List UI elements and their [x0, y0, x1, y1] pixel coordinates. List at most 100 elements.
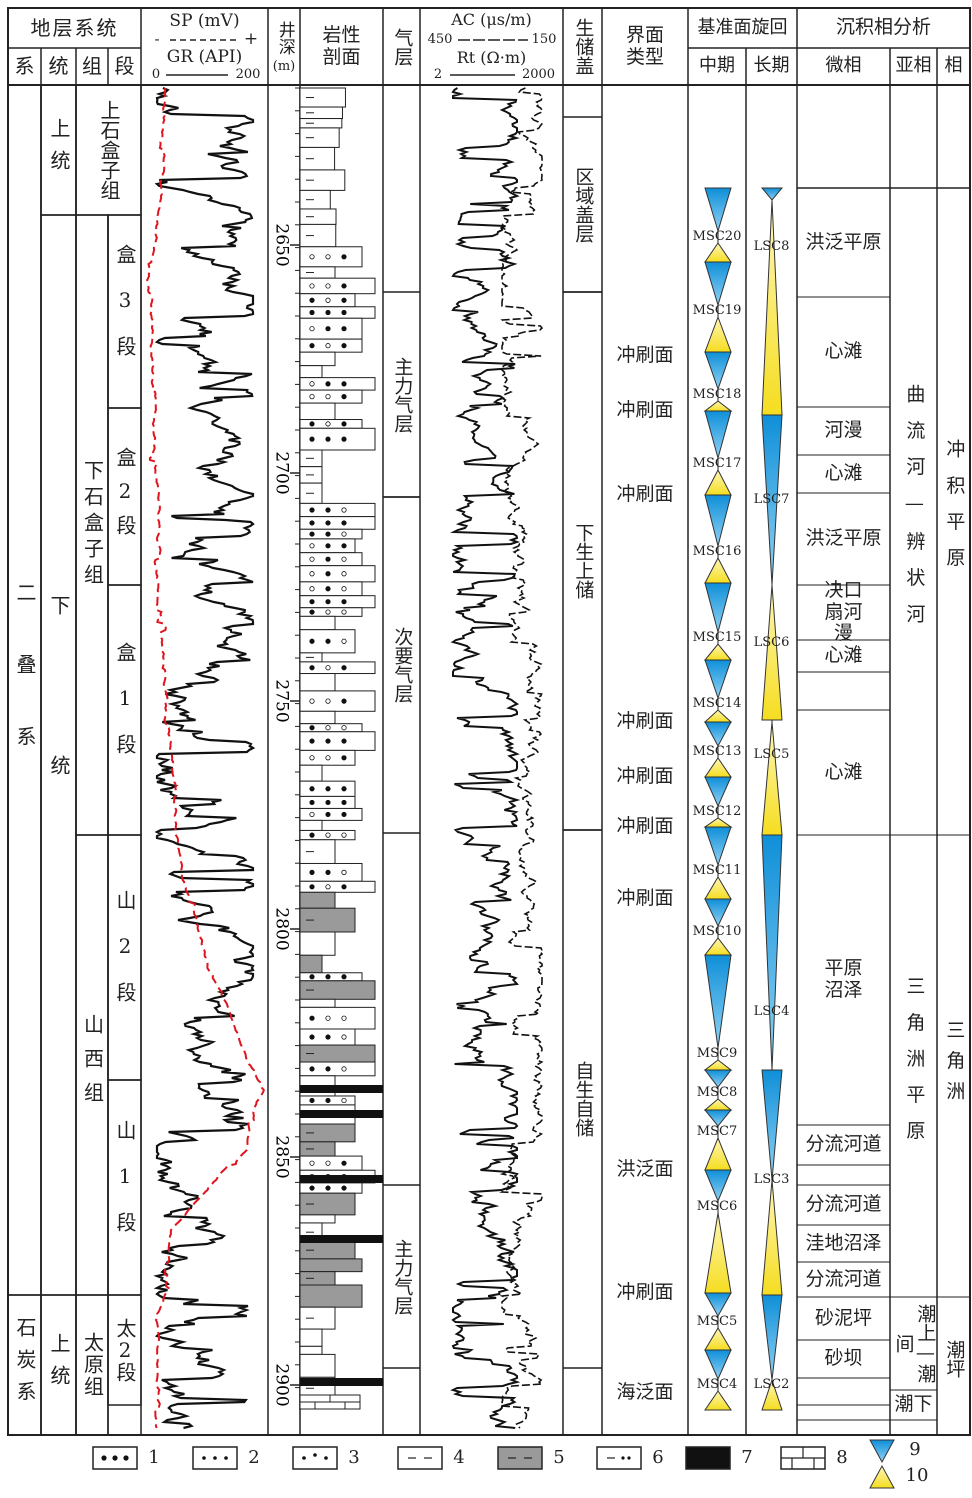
- label: MSC12: [692, 803, 742, 819]
- legend-number: 1: [141, 1447, 167, 1469]
- grain: [325, 698, 331, 704]
- label: 基准面旋回: [697, 16, 788, 38]
- grain: [341, 421, 347, 427]
- grain: [309, 531, 315, 537]
- label: 下统: [47, 595, 71, 915]
- label: (m): [272, 58, 296, 74]
- lithology-bed: [299, 710, 336, 725]
- grain: [325, 297, 331, 303]
- label-cell: 洪泛面: [602, 1156, 688, 1184]
- label-cell: LSC8: [746, 237, 797, 257]
- label: LSC4: [753, 1003, 790, 1019]
- label-cell: MSC5: [688, 1312, 746, 1332]
- label: 0: [151, 66, 161, 82]
- fall-triangle: [704, 1136, 732, 1171]
- lithology-bed: [299, 365, 323, 379]
- legend-icon: [397, 1446, 443, 1470]
- grain: [309, 297, 315, 303]
- rise-triangle: [704, 187, 732, 233]
- rise-triangle: [704, 410, 732, 460]
- legend-number: 2: [241, 1447, 267, 1469]
- label-cell: MSC17: [688, 454, 746, 474]
- grain: [309, 343, 315, 349]
- label: 微相: [825, 55, 862, 77]
- lithology-bed: [299, 807, 363, 821]
- label: 中期: [699, 55, 735, 77]
- grain: [341, 343, 347, 349]
- label: LSC3: [753, 1171, 790, 1187]
- grain: [325, 1185, 331, 1191]
- label: 沉积相分析: [835, 16, 931, 39]
- legend-number: 5: [553, 1446, 565, 1468]
- label: 2000: [521, 66, 556, 82]
- label-cell: 砂泥坪: [797, 1297, 890, 1340]
- lithology-bed: [299, 552, 363, 567]
- grain: [309, 1034, 315, 1040]
- label: LSC2: [753, 1376, 790, 1392]
- grain: [325, 421, 331, 427]
- grain: [341, 556, 347, 562]
- label: MSC17: [692, 455, 742, 471]
- label-cell: 2: [426, 66, 450, 84]
- grain: [324, 1456, 328, 1460]
- label: MSC8: [696, 1084, 738, 1100]
- lithology-bed: [299, 1061, 376, 1077]
- label-cell: 潮坪: [937, 1297, 970, 1420]
- label-cell: 统: [41, 48, 76, 85]
- label: MSC16: [692, 543, 742, 559]
- grain: [341, 571, 347, 577]
- depth-label: 2900: [272, 1363, 292, 1406]
- label-cell: 盒2段: [108, 408, 141, 585]
- legend-number: 10: [900, 1465, 934, 1486]
- grain: [325, 436, 331, 442]
- legend-icon: [292, 1446, 338, 1470]
- label-cell: 二叠系: [8, 85, 41, 1295]
- label-cell: 沉积相分析: [797, 8, 970, 48]
- label-cell: 上统: [41, 85, 76, 215]
- label: MSC10: [692, 923, 742, 939]
- label-cell: 下石盒子组: [76, 215, 108, 835]
- label: 二叠系: [13, 582, 37, 798]
- grain: [123, 1455, 129, 1461]
- grain: [112, 1455, 118, 1461]
- grain: [309, 638, 315, 644]
- grain: [325, 1034, 331, 1040]
- label-cell: 盒3段: [108, 215, 141, 408]
- label-cell: 0: [146, 66, 166, 84]
- lithology-bed: [299, 723, 363, 733]
- grain: [313, 1453, 317, 1457]
- lithology-bed: [299, 419, 363, 429]
- label-cell: 洪泛平原: [797, 493, 890, 585]
- grain: [309, 974, 315, 980]
- label-cell: 450: [422, 30, 458, 50]
- label-cell: 砂坝: [797, 1340, 890, 1378]
- lithology-bed: [299, 607, 363, 617]
- grain: [325, 394, 331, 400]
- lithology-bed: [299, 690, 376, 712]
- rise-triangle: [704, 1292, 732, 1318]
- rise-triangle: [704, 826, 732, 867]
- grain: [309, 884, 315, 890]
- label: 心滩: [824, 644, 863, 667]
- label: 决口扇河漫: [824, 578, 863, 645]
- label-cell: MSC14: [688, 694, 746, 714]
- grain: [341, 638, 347, 644]
- grain: [325, 869, 331, 875]
- grain: [309, 738, 315, 744]
- label-cell: GR (API): [141, 46, 268, 70]
- label-cell: 主力气层: [383, 1185, 420, 1368]
- label: 盒2段: [113, 446, 137, 547]
- lithology-bed: [299, 615, 336, 631]
- label: 冲刷面: [616, 765, 674, 788]
- lithology-bed: [299, 427, 376, 451]
- legend-number: 8: [829, 1447, 855, 1469]
- grain: [325, 326, 331, 332]
- label: 山1段: [113, 1119, 137, 1256]
- lithology-bed: [299, 819, 323, 831]
- legend-number: 2: [248, 1446, 260, 1468]
- cell-border: [107, 1294, 142, 1406]
- depth-label: 2650: [272, 223, 292, 266]
- lithology-bed: [299, 146, 336, 171]
- label: 450: [427, 31, 453, 47]
- grain: [341, 254, 347, 260]
